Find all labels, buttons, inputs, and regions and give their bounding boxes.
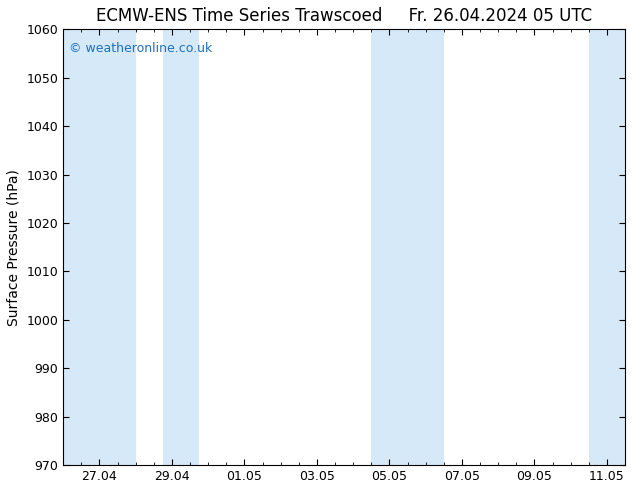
Title: ECMW-ENS Time Series Trawscoed     Fr. 26.04.2024 05 UTC: ECMW-ENS Time Series Trawscoed Fr. 26.04…: [96, 7, 592, 25]
Bar: [163, 29, 199, 465]
Y-axis label: Surface Pressure (hPa): Surface Pressure (hPa): [7, 169, 21, 326]
Bar: [63, 29, 136, 465]
Bar: [589, 29, 625, 465]
Bar: [372, 29, 444, 465]
Text: © weatheronline.co.uk: © weatheronline.co.uk: [69, 42, 212, 55]
